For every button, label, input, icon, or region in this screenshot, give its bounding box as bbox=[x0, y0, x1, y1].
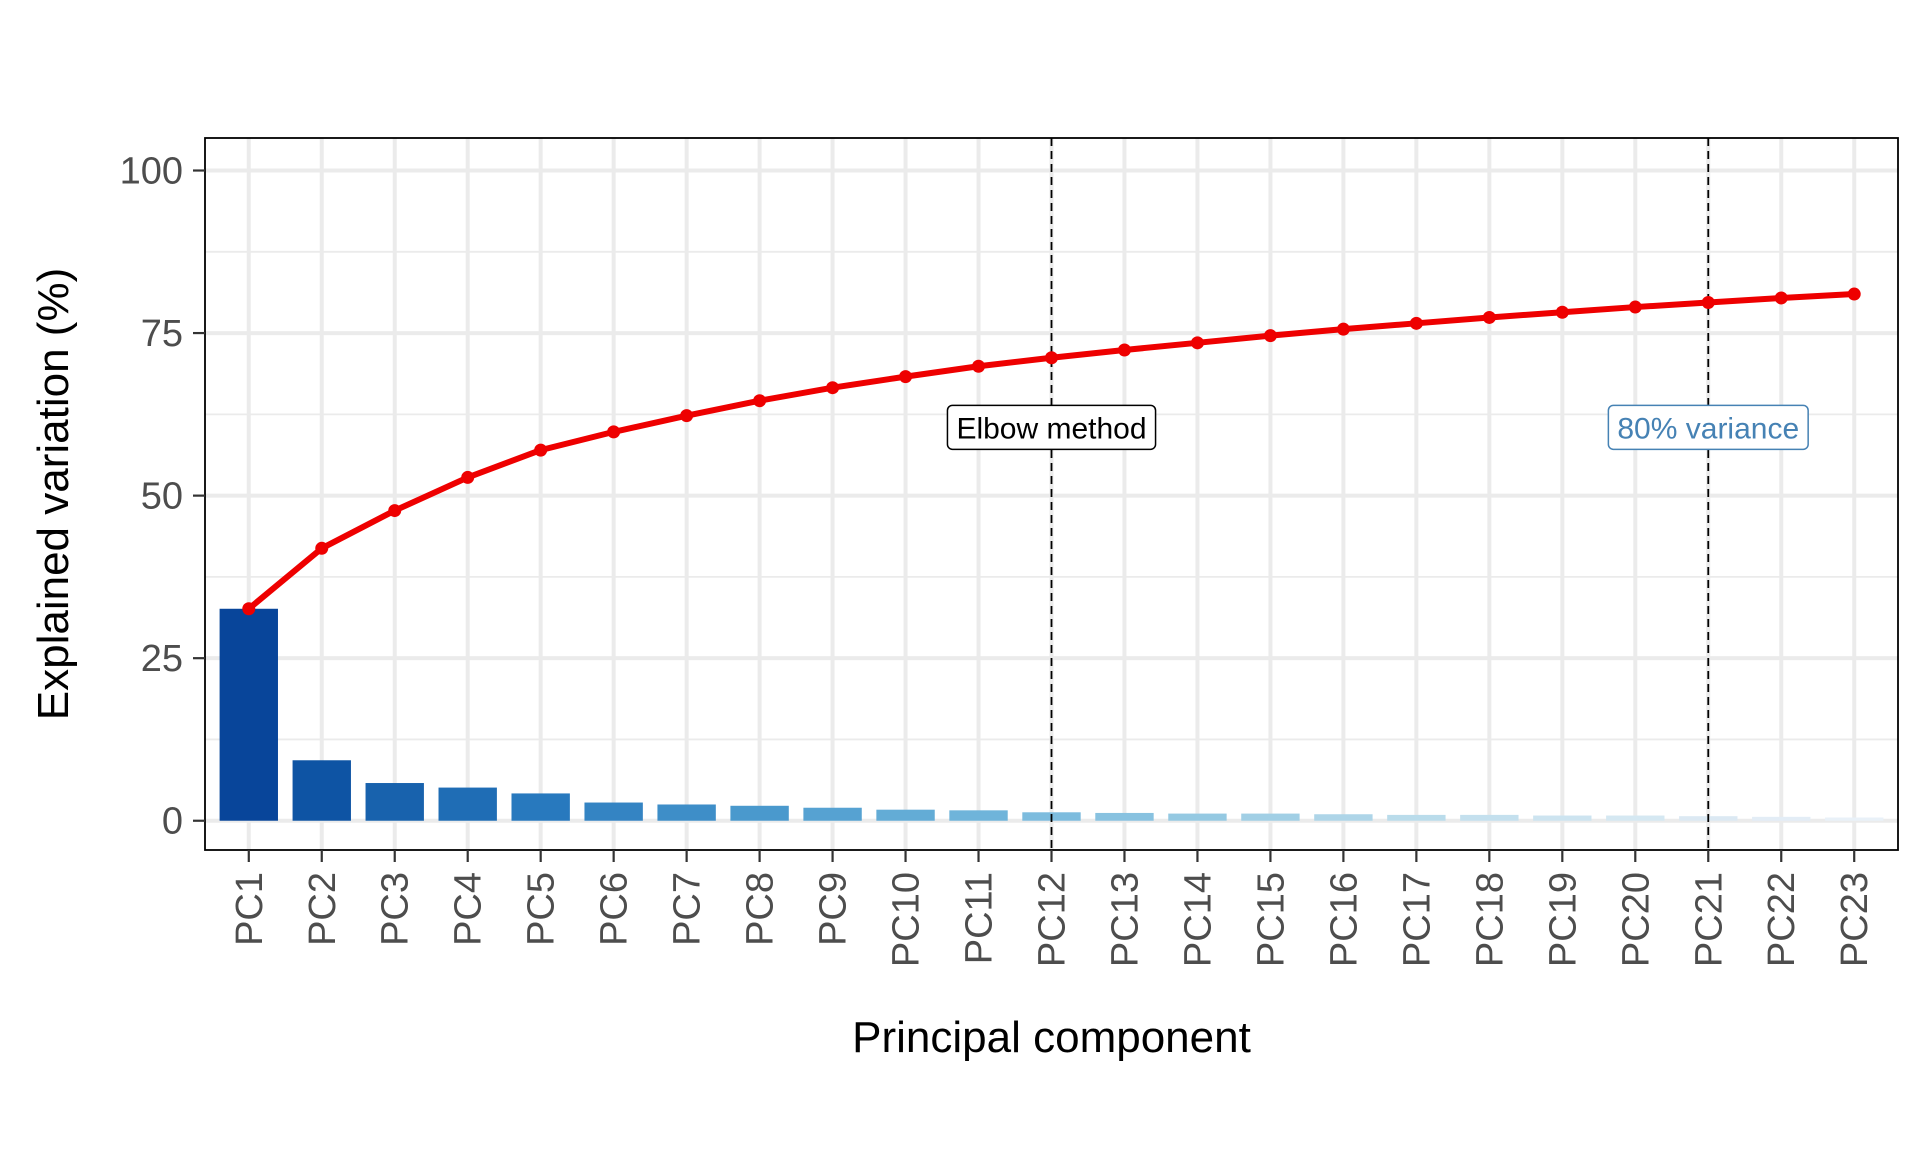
x-tick-label-pc9: PC9 bbox=[813, 872, 855, 946]
x-tick-label-pc12: PC12 bbox=[1032, 872, 1074, 967]
bar-pc15 bbox=[1241, 813, 1300, 821]
cumulative-point-pc16 bbox=[1336, 322, 1350, 336]
cumulative-line bbox=[242, 287, 1861, 616]
y-tick-label: 50 bbox=[141, 476, 183, 518]
bar-pc6 bbox=[584, 802, 643, 821]
cumulative-point-pc3 bbox=[388, 504, 402, 518]
bar-pc11 bbox=[949, 810, 1008, 821]
cumulative-point-pc17 bbox=[1409, 316, 1423, 330]
x-tick-label-pc17: PC17 bbox=[1396, 872, 1438, 967]
x-tick-label-pc16: PC16 bbox=[1323, 872, 1365, 967]
x-tick-label-pc3: PC3 bbox=[375, 872, 417, 946]
x-tick-label-pc7: PC7 bbox=[667, 872, 709, 946]
cumulative-point-pc12 bbox=[1045, 351, 1058, 365]
x-tick-label-pc2: PC2 bbox=[302, 872, 344, 946]
bar-pc18 bbox=[1460, 814, 1519, 821]
x-tick-label-pc5: PC5 bbox=[521, 872, 563, 946]
bar-pc8 bbox=[730, 805, 789, 821]
bar-pc3 bbox=[365, 783, 424, 821]
annotation-label: 80% variance bbox=[1607, 404, 1809, 451]
bars bbox=[219, 608, 1884, 821]
bar-pc5 bbox=[511, 793, 570, 821]
cumulative-point-pc18 bbox=[1482, 310, 1496, 324]
y-axis-title: Explained variation (%) bbox=[29, 268, 78, 720]
x-tick-label-pc14: PC14 bbox=[1177, 872, 1219, 967]
x-tick-label-pc23: PC23 bbox=[1834, 872, 1876, 967]
x-tick-label-pc19: PC19 bbox=[1542, 872, 1584, 967]
cumulative-point-pc19 bbox=[1555, 305, 1569, 319]
annotation-text: 80% variance bbox=[1617, 412, 1799, 445]
y-tick-label: 75 bbox=[141, 313, 183, 355]
x-tick-label-pc15: PC15 bbox=[1250, 872, 1292, 967]
x-tick-label-pc20: PC20 bbox=[1615, 872, 1657, 967]
grid bbox=[205, 138, 1898, 850]
bar-pc20 bbox=[1606, 815, 1665, 821]
x-tick-label-pc13: PC13 bbox=[1104, 872, 1146, 967]
bar-pc22 bbox=[1752, 816, 1811, 821]
bar-pc23 bbox=[1825, 817, 1884, 821]
cumulative-point-pc2 bbox=[315, 541, 329, 555]
bar-pc1 bbox=[219, 608, 278, 821]
reference-lines bbox=[1050, 138, 1710, 850]
bar-pc9 bbox=[803, 807, 862, 821]
annotation-box bbox=[946, 404, 1157, 451]
x-tick-label-pc18: PC18 bbox=[1469, 872, 1511, 967]
cumulative-point-pc23 bbox=[1847, 287, 1861, 301]
cumulative-point-pc21 bbox=[1701, 296, 1715, 310]
bar-pc14 bbox=[1168, 813, 1227, 821]
bar-pc19 bbox=[1533, 815, 1592, 821]
annotation-label: Elbow method bbox=[946, 404, 1157, 451]
cumulative-point-pc14 bbox=[1190, 336, 1204, 350]
x-axis-title: Principal component bbox=[852, 1013, 1251, 1062]
cumulative-point-pc20 bbox=[1628, 300, 1642, 314]
bar-pc10 bbox=[876, 809, 935, 821]
annotation-box bbox=[1607, 404, 1809, 451]
bar-pc7 bbox=[657, 804, 716, 821]
x-tick-label-pc1: PC1 bbox=[229, 872, 271, 946]
cumulative-point-pc10 bbox=[899, 370, 913, 384]
x-tick-label-pc11: PC11 bbox=[959, 872, 1001, 964]
cumulative-point-pc9 bbox=[826, 381, 840, 395]
cumulative-point-pc13 bbox=[1117, 343, 1131, 357]
annotation-text: Elbow method bbox=[956, 412, 1146, 445]
bar-pc16 bbox=[1314, 814, 1373, 821]
cumulative-point-pc8 bbox=[753, 394, 767, 408]
x-tick-label-pc6: PC6 bbox=[594, 872, 636, 946]
y-tick-label: 100 bbox=[120, 151, 183, 193]
y-tick-label: 25 bbox=[141, 638, 183, 680]
y-tick-label: 0 bbox=[162, 801, 183, 843]
x-tick-label-pc21: PC21 bbox=[1688, 872, 1730, 967]
x-tick-label-pc8: PC8 bbox=[740, 872, 782, 946]
cumulative-point-pc4 bbox=[461, 470, 475, 484]
cumulative-point-pc7 bbox=[680, 409, 694, 423]
x-tick-label-pc22: PC22 bbox=[1761, 872, 1803, 967]
cumulative-point-pc11 bbox=[972, 359, 986, 373]
bar-pc13 bbox=[1095, 812, 1154, 821]
x-tick-label-pc4: PC4 bbox=[448, 872, 490, 946]
cumulative-point-pc1 bbox=[242, 602, 256, 616]
bar-pc4 bbox=[438, 787, 497, 821]
bar-pc17 bbox=[1387, 814, 1446, 821]
x-tick-label-pc10: PC10 bbox=[886, 872, 928, 967]
bar-pc2 bbox=[292, 760, 351, 821]
axes: 0 25 50 75 100 PC1 PC2 PC3 PC4 PC5 PC6 PC7 PC8 PC9 PC1… bbox=[120, 151, 1877, 968]
cumulative-point-pc5 bbox=[534, 443, 548, 457]
annotations: Elbow method 80% variance bbox=[946, 404, 1809, 451]
cumulative-point-pc6 bbox=[607, 425, 621, 439]
cumulative-point-pc22 bbox=[1774, 291, 1788, 305]
cumulative-point-pc15 bbox=[1263, 329, 1277, 343]
